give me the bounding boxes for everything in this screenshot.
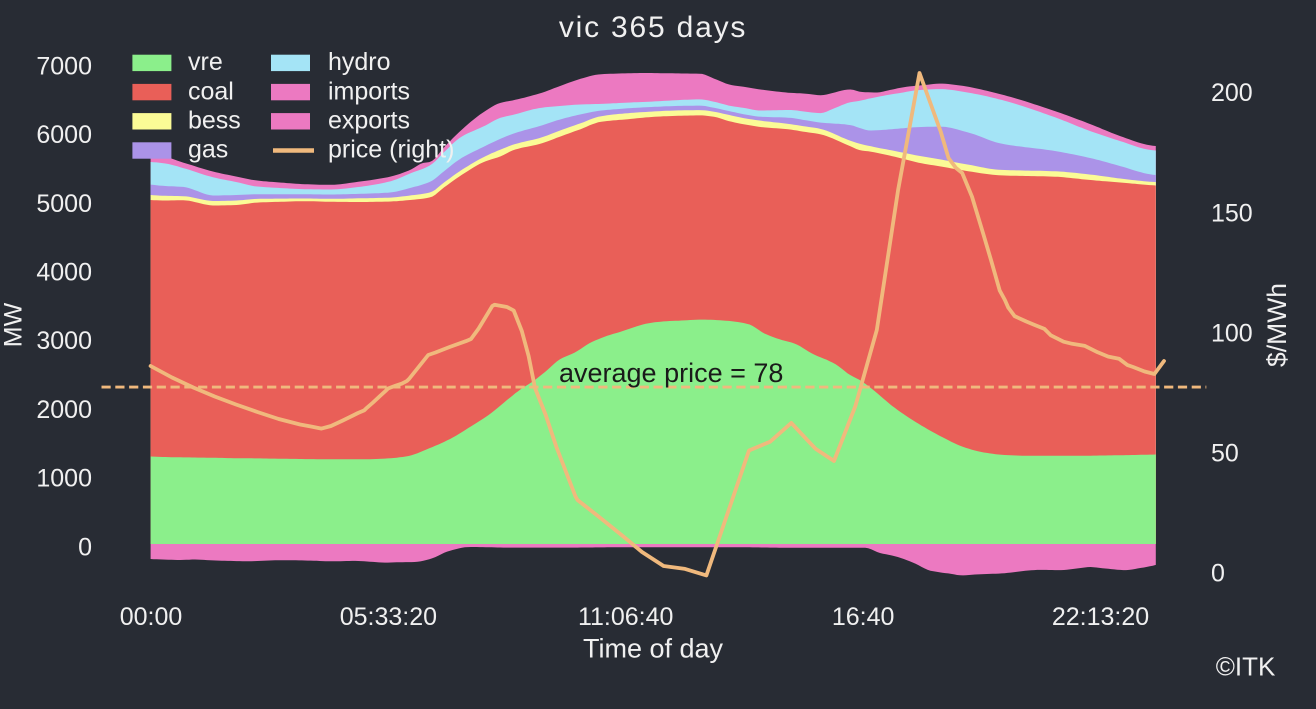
svg-text:coal: coal xyxy=(188,77,234,105)
svg-text:imports: imports xyxy=(328,77,410,105)
svg-text:0: 0 xyxy=(78,533,92,561)
svg-text:price (right): price (right) xyxy=(328,136,454,164)
svg-text:bess: bess xyxy=(188,107,241,135)
svg-text:200: 200 xyxy=(1211,79,1253,107)
svg-text:6000: 6000 xyxy=(36,121,92,149)
svg-text:vre: vre xyxy=(188,48,223,76)
svg-text:50: 50 xyxy=(1211,439,1239,467)
svg-text:7000: 7000 xyxy=(36,52,92,80)
svg-text:©ITK: ©ITK xyxy=(1216,652,1276,682)
svg-text:100: 100 xyxy=(1211,319,1253,347)
svg-text:vic 365 days: vic 365 days xyxy=(559,11,747,44)
svg-text:$/MWh: $/MWh xyxy=(1262,283,1292,367)
svg-text:gas: gas xyxy=(188,136,228,164)
svg-text:150: 150 xyxy=(1211,199,1253,227)
svg-text:16:40: 16:40 xyxy=(832,603,895,631)
svg-text:2000: 2000 xyxy=(36,396,92,424)
svg-text:5000: 5000 xyxy=(36,190,92,218)
svg-text:MW: MW xyxy=(0,302,28,347)
svg-text:1000: 1000 xyxy=(36,465,92,493)
svg-text:0: 0 xyxy=(1211,559,1225,587)
svg-text:hydro: hydro xyxy=(328,48,391,76)
svg-text:4000: 4000 xyxy=(36,259,92,287)
svg-text:exports: exports xyxy=(328,107,410,135)
svg-text:05:33:20: 05:33:20 xyxy=(340,603,437,631)
svg-text:3000: 3000 xyxy=(36,327,92,355)
svg-text:22:13:20: 22:13:20 xyxy=(1052,603,1149,631)
svg-text:Time of day: Time of day xyxy=(583,634,724,664)
svg-text:average price = 78: average price = 78 xyxy=(559,358,783,388)
svg-text:00:00: 00:00 xyxy=(120,603,183,631)
svg-text:11:06:40: 11:06:40 xyxy=(578,603,673,631)
